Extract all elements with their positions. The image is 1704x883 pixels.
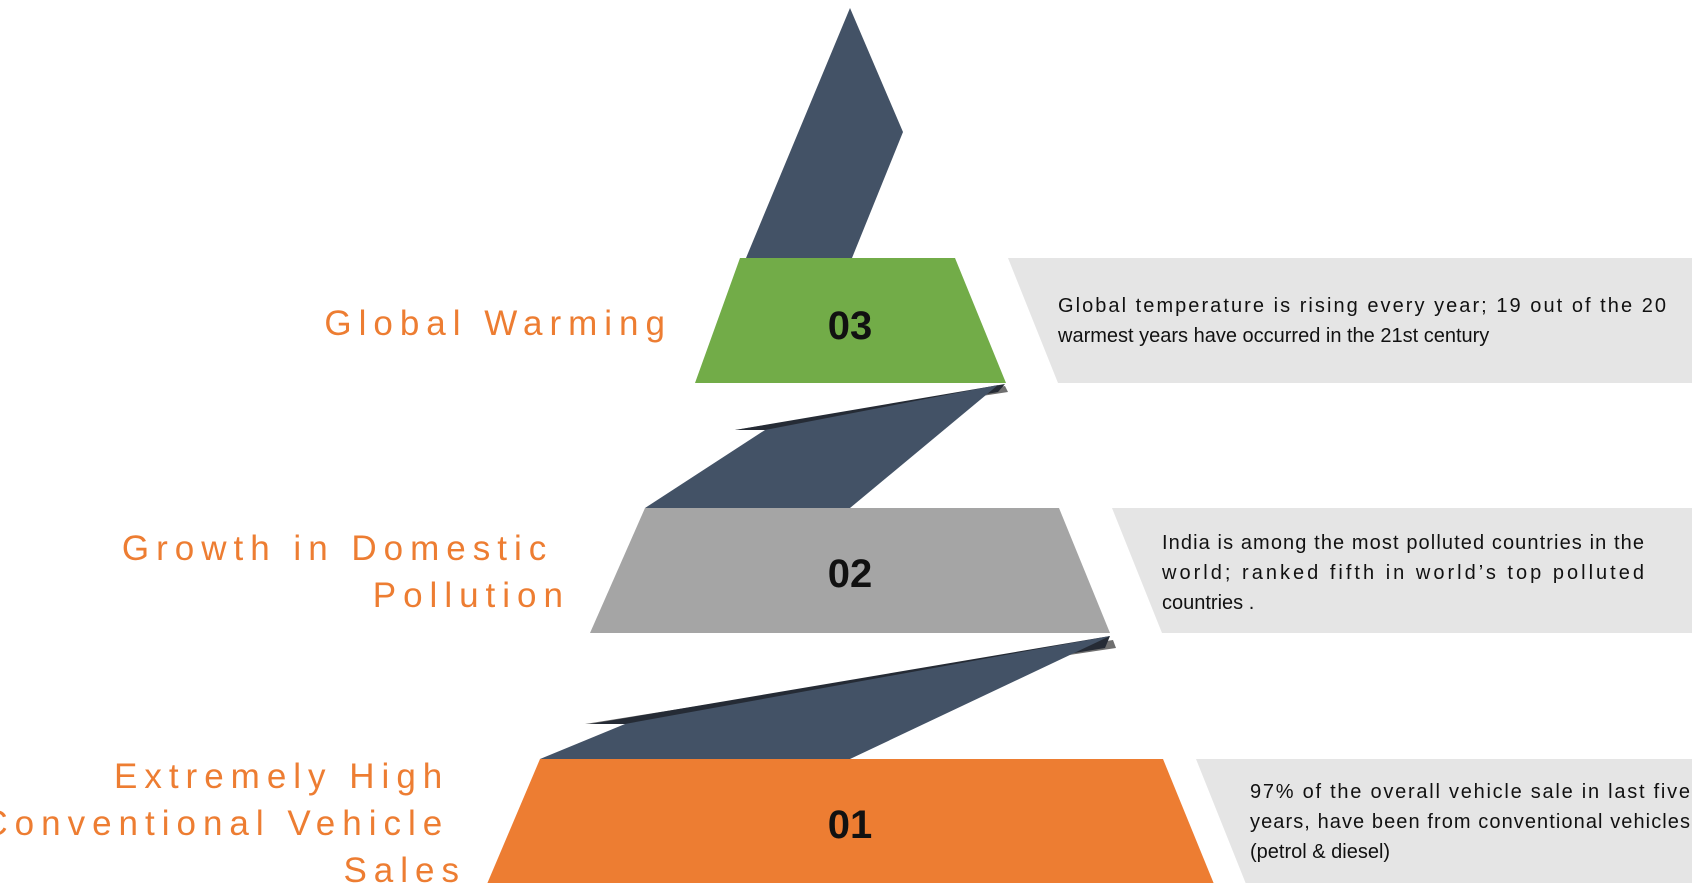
level-01-title-line: Conventional Vehicle [0,804,449,843]
level-01-number: 01 [828,803,873,847]
level-02-number: 02 [828,552,873,596]
level-02-title: Growth in Domestic Pollution [122,529,570,615]
ribbon [540,8,1116,759]
level-01-title: Extremely High Conventional Vehicle Sale… [0,757,466,883]
level-01-description-line: 97% of the overall vehicle sale in last … [1250,781,1690,803]
level-03-description: Global temperature is rising every year;… [1057,295,1674,347]
level-03-title-line: Global Warming [324,304,672,343]
level-03-description-line: warmest years have occurred in the 21st … [1057,325,1489,347]
ribbon-bottom-segment [540,636,1110,759]
level-02-description-line: countries . [1162,592,1254,614]
level-02-band [590,508,1110,633]
level-02-description-box [1112,508,1692,633]
level-01-band [487,759,1214,883]
level-02-title-line: Growth in Domestic [122,529,553,568]
level-02: 02 Growth in Domestic Pollution India is… [122,508,1692,633]
level-02-description-line: India is among the most polluted countri… [1162,532,1644,554]
level-03-description-line: Global temperature is rising every year;… [1058,295,1666,317]
level-01: 01 Extremely High Conventional Vehicle S… [0,757,1697,883]
level-01-description-line: (petrol & diesel) [1250,841,1390,863]
level-02-description: India is among the most polluted countri… [1161,532,1653,614]
level-01-title-line: Sales [343,851,466,883]
ribbon-fold-upper [735,384,1005,430]
level-02-title-line: Pollution [373,576,570,615]
level-01-description-box [1196,759,1692,883]
level-03-number: 03 [828,304,873,348]
ribbon-top-segment [746,8,903,258]
level-03: 03 Global Warming Global temperature is … [324,258,1692,383]
level-02-description-line: world; ranked fifth in world’s top pollu… [1161,562,1644,584]
level-03-title: Global Warming [324,304,672,343]
level-01-description: 97% of the overall vehicle sale in last … [1250,781,1697,863]
level-01-description-line: years, have been from conventional vehic… [1250,811,1690,833]
level-03-band [695,258,1006,383]
ribbon-fold-lower [590,636,1110,724]
ribbon-middle-segment [645,385,998,508]
level-03-description-box [1008,258,1692,383]
level-01-title-line: Extremely High [114,757,449,796]
